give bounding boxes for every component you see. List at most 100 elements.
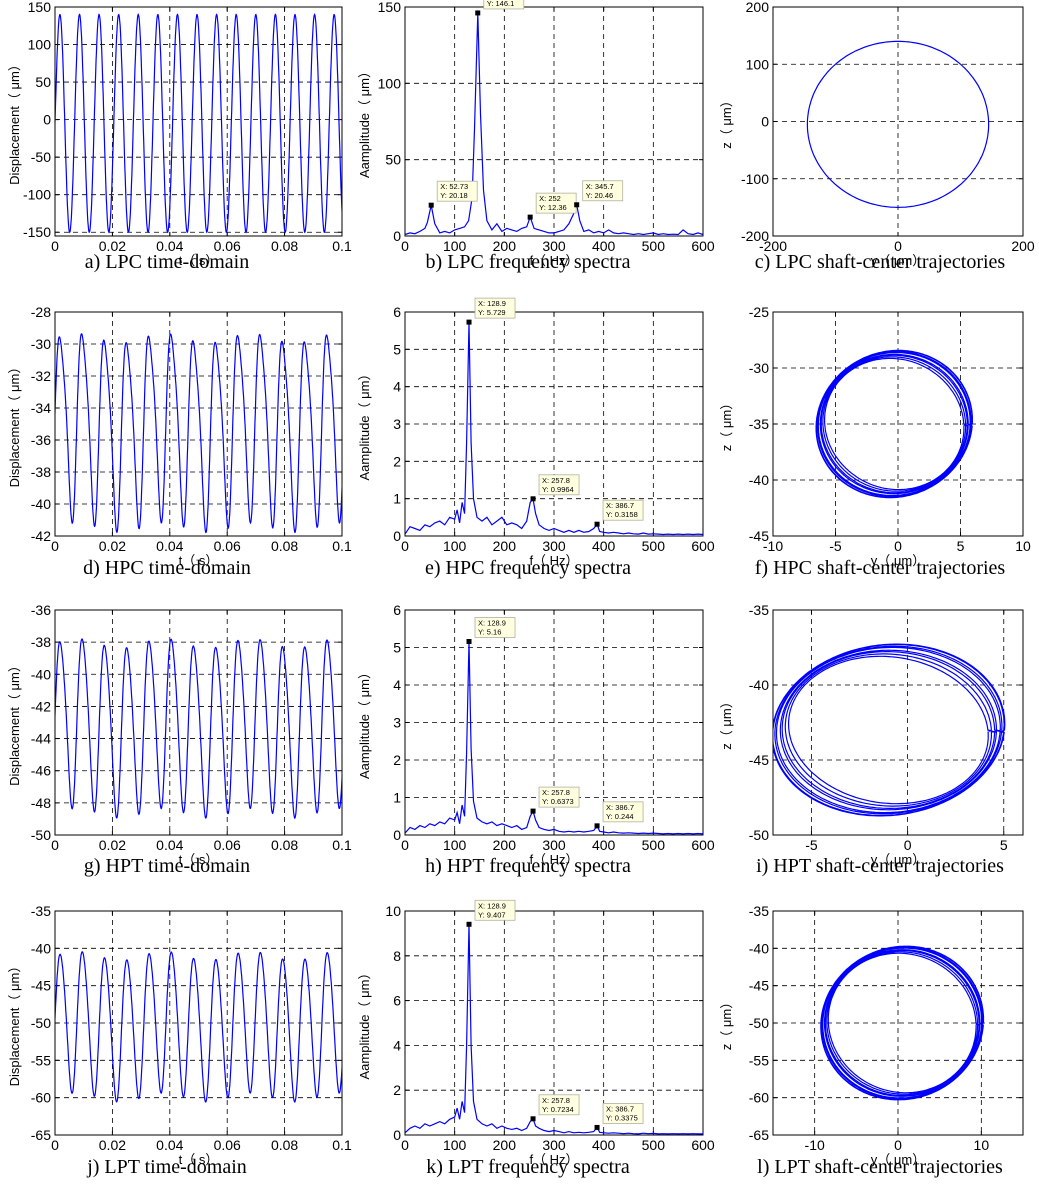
- y-tick-label: -60: [31, 1090, 51, 1106]
- y-tick-label: -40: [749, 940, 769, 956]
- y-tick-label: 4: [393, 379, 401, 395]
- x-axis-label: f（ Hz）: [529, 253, 578, 268]
- x-tick-label: 0.02: [99, 837, 126, 853]
- datatip: X: 52.73Y: 20.18: [428, 180, 478, 208]
- chart-caption: d) HPC time-domain: [83, 557, 251, 579]
- x-tick-label: 400: [592, 1137, 616, 1153]
- y-tick-label: 0: [393, 228, 401, 244]
- x-tick-label: 400: [592, 837, 616, 853]
- x-tick-label: 100: [443, 837, 467, 853]
- datatip-y: Y: 0.244: [606, 812, 634, 821]
- datatip: X: 128.9Y: 9.407: [466, 899, 516, 927]
- datatip-box: [538, 474, 580, 496]
- y-tick-label: -60: [749, 1090, 769, 1106]
- datatip: X: 257.8Y: 0.9964: [530, 474, 580, 502]
- datatip-box: [436, 180, 478, 202]
- datatip-y: Y: 0.3158: [606, 510, 638, 519]
- datatip-x: X: 128.9: [478, 619, 506, 628]
- y-tick-label: -38: [31, 464, 51, 480]
- datatip-marker: [428, 202, 434, 208]
- datatip-marker: [530, 1116, 536, 1122]
- y-tick-label: -50: [749, 1015, 769, 1031]
- datatip: X: 345.7Y: 20.46: [574, 180, 624, 208]
- x-tick-label: 500: [642, 238, 666, 254]
- datatip-y: Y: 5.729: [478, 308, 506, 317]
- series-line: [773, 643, 1006, 817]
- y-tick-label: 0: [761, 114, 769, 130]
- y-tick-label: -40: [749, 472, 769, 488]
- y-tick-label: -35: [749, 903, 769, 919]
- x-tick-label: 0.1: [332, 1137, 352, 1153]
- y-tick-label: -25: [749, 304, 769, 320]
- x-tick-label: 10: [974, 1137, 990, 1153]
- y-tick-label: 150: [378, 0, 402, 15]
- datatip-y: Y: 20.18: [440, 191, 468, 200]
- x-tick-label: 0.1: [332, 238, 352, 254]
- y-tick-label: 2: [393, 752, 401, 768]
- y-axis-label: z（ μm）: [719, 695, 734, 749]
- y-tick-label: -55: [749, 1052, 769, 1068]
- y-tick-label: 4: [393, 1037, 401, 1053]
- y-tick-label: -50: [31, 827, 51, 843]
- datatip-x: X: 257.8: [542, 788, 570, 797]
- plot-frame: [54, 609, 343, 836]
- y-tick-label: -35: [749, 416, 769, 432]
- y-tick-label: -50: [749, 827, 769, 843]
- datatip-box: [474, 297, 516, 319]
- datatip-box: [483, 0, 525, 10]
- x-tick-label: 100: [443, 538, 467, 554]
- y-tick-label: -40: [31, 666, 51, 682]
- series-line: [405, 12, 703, 236]
- x-tick-label: 0.04: [156, 238, 183, 254]
- y-tick-label: -48: [31, 795, 51, 811]
- chart-caption: i) HPT shaft-center trajectories: [756, 855, 1004, 877]
- y-tick-label: -40: [749, 677, 769, 693]
- x-tick-label: 0.04: [156, 1137, 183, 1153]
- datatip: X: 257.8Y: 0.6373: [530, 786, 580, 814]
- series-line: [55, 332, 342, 534]
- x-tick-label: 0: [401, 538, 409, 554]
- chart-k: 0 100 200 300 400 500 600 0 2 4 6 8 10 f（ Hz） Aamplitu…: [357, 899, 715, 1178]
- y-axis-label: z（ μm）: [719, 94, 734, 148]
- datatip-y: Y: 12.36: [539, 203, 567, 212]
- x-tick-label: -5: [829, 538, 842, 554]
- chart-caption: g) HPT time-domain: [84, 855, 250, 877]
- y-tick-label: 1: [393, 491, 401, 507]
- y-axis-label: Aamplitude（ μm）: [357, 967, 372, 1080]
- y-tick-label: 100: [746, 56, 770, 72]
- y-tick-label: -32: [31, 368, 51, 384]
- x-tick-label: 200: [493, 1137, 517, 1153]
- x-tick-label: 0.06: [214, 538, 241, 554]
- series-line: [405, 924, 703, 1135]
- x-tick-label: 0: [51, 238, 59, 254]
- datatip-y: Y: 0.3375: [606, 1113, 638, 1122]
- series-line: [815, 349, 973, 499]
- y-axis-label: Aamplitude（ μm）: [357, 666, 372, 779]
- y-tick-label: -100: [23, 187, 51, 203]
- y-tick-label: 3: [393, 416, 401, 432]
- x-axis-label: t（ s）: [179, 253, 219, 268]
- x-tick-label: 500: [642, 538, 666, 554]
- x-tick-label: 0.1: [332, 538, 352, 554]
- series-line: [55, 951, 342, 1103]
- y-tick-label: 5: [393, 341, 401, 357]
- datatip: X: 257.8Y: 0.7234: [530, 1094, 580, 1122]
- chart-f: -10 -5 0 5 10 -45 -40 -35 -30 -25 y（ μm） z（ μm） f) H…: [719, 304, 1031, 579]
- y-tick-label: -45: [31, 978, 51, 994]
- y-tick-label: -28: [31, 304, 51, 320]
- x-axis-label: f（ Hz）: [529, 553, 578, 568]
- datatip-y: Y: 146.1: [487, 0, 515, 8]
- datatip-box: [538, 786, 580, 808]
- series-line: [806, 40, 990, 209]
- chart-caption: b) LPC frequency spectra: [426, 251, 631, 273]
- x-tick-label: 500: [642, 837, 666, 853]
- datatip-y: Y: 20.46: [586, 191, 614, 200]
- y-tick-label: -50: [31, 149, 51, 165]
- y-tick-label: -45: [749, 978, 769, 994]
- y-tick-label: 0: [393, 1127, 401, 1143]
- datatip: X: 386.7Y: 0.244: [594, 801, 644, 829]
- x-tick-label: 300: [542, 538, 566, 554]
- x-axis-label: y（ μm）: [871, 253, 925, 268]
- chart-caption: e) HPC frequency spectra: [425, 557, 631, 579]
